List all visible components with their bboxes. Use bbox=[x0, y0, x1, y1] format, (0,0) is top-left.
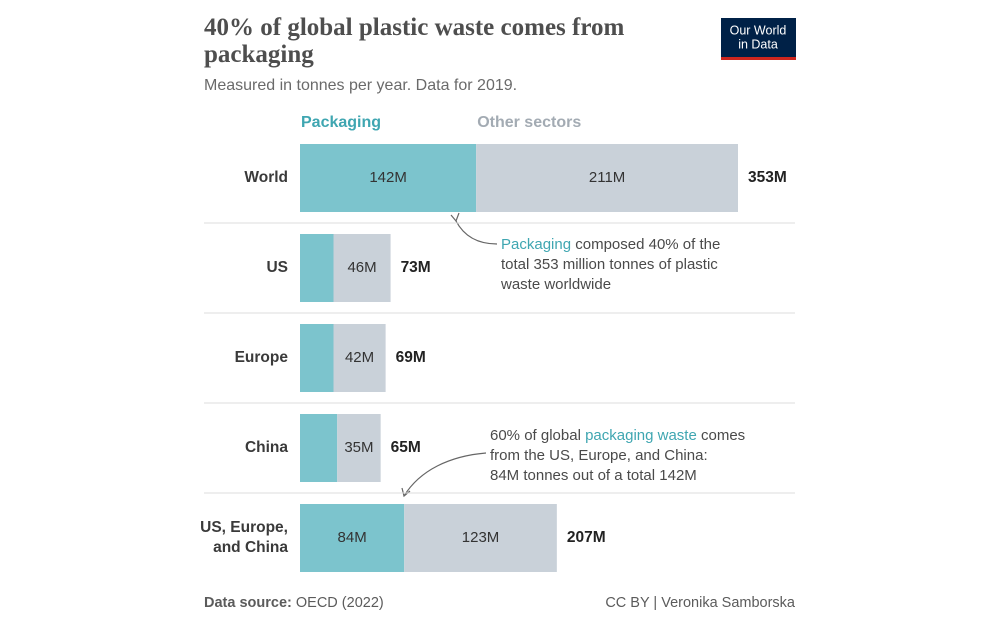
annotation-arrow bbox=[455, 220, 498, 245]
legend-label: Other sectors bbox=[477, 114, 581, 131]
footer-license: CC BY | Veronika Samborska bbox=[605, 595, 796, 611]
annotation-text: 60% of global bbox=[490, 427, 585, 444]
annotation-arrow bbox=[403, 452, 487, 497]
source: OECD (2022) bbox=[296, 595, 384, 611]
annotation-line: from the US, Europe, and China: bbox=[490, 447, 708, 464]
annotation-line: 60% of global packaging waste comes bbox=[490, 427, 745, 444]
logo-underline bbox=[721, 57, 796, 60]
total-label: 65M bbox=[391, 439, 421, 456]
logo-text: Our World bbox=[730, 23, 787, 37]
logo: Our World in Data bbox=[721, 18, 796, 60]
annotation-text: from the US, Europe, and China: bbox=[490, 447, 708, 464]
value-label: 211M bbox=[589, 169, 625, 186]
bar-segment bbox=[300, 504, 405, 572]
annotation-line: total 353 million tonnes of plastic bbox=[501, 256, 718, 273]
annotation-arrowhead bbox=[450, 212, 460, 223]
category-label: US, Europe, and China bbox=[200, 519, 288, 556]
bar-segment bbox=[333, 324, 386, 392]
annotation-text: Packaging bbox=[501, 236, 571, 253]
bar-segment bbox=[333, 234, 391, 302]
value-label: 46M bbox=[347, 259, 376, 276]
bar-segment bbox=[300, 414, 338, 482]
bar-segment bbox=[404, 504, 557, 572]
total-label: 73M bbox=[401, 259, 431, 276]
footer-source: Data source: OECD (2022) bbox=[204, 595, 384, 611]
logo-box bbox=[721, 18, 796, 58]
category-label: Europe bbox=[235, 349, 289, 366]
annotation-text: composed 40% of the bbox=[571, 236, 720, 253]
logo-text: in Data bbox=[738, 37, 778, 51]
category-label: China bbox=[245, 439, 288, 456]
annotation-text: waste worldwide bbox=[500, 276, 611, 293]
category-label: US bbox=[266, 259, 288, 276]
bar-segment bbox=[300, 324, 334, 392]
value-label: 35M bbox=[344, 439, 373, 456]
total-label: 353M bbox=[748, 169, 787, 186]
annotation-line: Packaging composed 40% of the bbox=[501, 236, 720, 253]
source-label: Data source: bbox=[204, 595, 292, 611]
annotation-line: waste worldwide bbox=[500, 276, 611, 293]
total-label: 207M bbox=[567, 529, 606, 546]
chart-subtitle: Measured in tonnes per year. Data for 20… bbox=[204, 77, 518, 94]
value-label: 42M bbox=[345, 349, 374, 366]
bar-segment bbox=[300, 234, 334, 302]
annotation-line: 84M tonnes out of a total 142M bbox=[490, 467, 697, 484]
annotation-text: comes bbox=[697, 427, 745, 444]
value-label: 142M bbox=[369, 169, 407, 186]
chart-title: 40% of global plastic waste comes from p… bbox=[204, 14, 625, 68]
annotation-text: packaging waste bbox=[585, 427, 697, 444]
annotation-text: total 353 million tonnes of plastic bbox=[501, 256, 718, 273]
category-label: World bbox=[244, 169, 288, 186]
bar-segment bbox=[337, 414, 381, 482]
value-label: 84M bbox=[338, 529, 367, 546]
annotation-text: 84M tonnes out of a total 142M bbox=[490, 467, 697, 484]
value-label: 123M bbox=[462, 529, 500, 546]
bar-segment bbox=[300, 144, 477, 212]
total-label: 69M bbox=[396, 349, 426, 366]
bar-segment bbox=[476, 144, 738, 212]
legend-label: Packaging bbox=[301, 114, 381, 131]
